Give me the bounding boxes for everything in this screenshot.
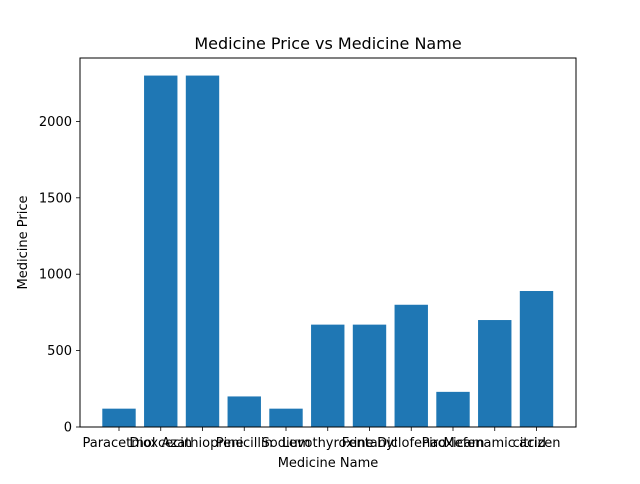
- bar: [311, 324, 345, 427]
- bar: [394, 304, 428, 427]
- x-tick-label: Dioxcecin: [129, 436, 192, 451]
- x-tick-label: Penicillin: [216, 436, 273, 451]
- bar: [144, 75, 178, 427]
- y-tick-label: 1000: [39, 268, 72, 283]
- y-tick-label: 2000: [39, 115, 72, 130]
- bar: [436, 391, 470, 427]
- x-tick-label: Piroxicam: [422, 436, 485, 451]
- x-tick-label: Sodium: [262, 436, 311, 451]
- bar: [519, 291, 554, 427]
- bar: [102, 408, 136, 427]
- y-tick-label: 500: [47, 344, 72, 359]
- x-axis-label: Medicine Name: [278, 456, 379, 471]
- chart-title: Medicine Price vs Medicine Name: [194, 34, 461, 53]
- y-axis-label: Medicine Price: [16, 196, 31, 290]
- x-tick-label: Azathioprine: [161, 436, 243, 451]
- x-tick-label: citrizen: [513, 436, 561, 451]
- bar: [478, 320, 512, 427]
- y-axis-ticks: 0 500 1000 1500 2000: [39, 115, 80, 436]
- bars-group: [102, 75, 554, 427]
- bar: [269, 408, 303, 427]
- bar: [352, 324, 387, 427]
- bar: [227, 396, 261, 427]
- plot-frame: [79, 57, 577, 428]
- x-tick-label: Paracetmol: [82, 436, 155, 451]
- x-tick-label: Fentanyl: [342, 436, 398, 451]
- y-tick-label: 1500: [39, 191, 72, 206]
- y-tick-label: 0: [64, 421, 72, 436]
- x-tick-label: Diclofenac: [377, 436, 445, 451]
- x-tick-label: Mefenamic acid: [443, 436, 546, 451]
- bar: [185, 75, 220, 427]
- x-axis-ticks: ParacetmolDioxcecinAzathioprinePenicilli…: [82, 427, 560, 451]
- x-tick-label: Levothyroxine: [282, 436, 374, 451]
